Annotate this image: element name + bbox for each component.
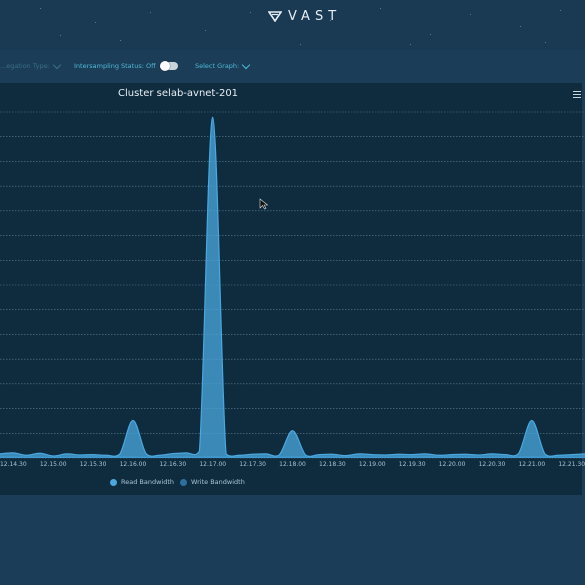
x-tick-label: 12.19.00 <box>359 461 386 468</box>
select-graph-label: Select Graph: <box>195 62 240 70</box>
chart-panel <box>0 83 582 495</box>
star-dot <box>430 34 431 35</box>
vast-v-icon <box>268 10 282 22</box>
aggregation-type-label: ...egation Type: <box>0 62 50 70</box>
legend-label-read: Read Bandwidth <box>121 478 175 486</box>
star-dot <box>380 8 381 9</box>
star-dot <box>470 14 471 15</box>
legend-label-write: Write Bandwidth <box>191 478 245 486</box>
star-dot <box>410 44 411 45</box>
mouse-cursor-icon <box>259 198 269 210</box>
x-tick-label: 12.21.30 <box>558 461 585 468</box>
x-tick-label: 12.21.00 <box>518 461 545 468</box>
star-dot <box>120 40 121 41</box>
intersampling-label: Intersampling Status: Off <box>74 62 156 70</box>
star-dot <box>560 10 561 11</box>
chart-controls: ...egation Type: Intersampling Status: O… <box>0 58 585 76</box>
legend-item-write[interactable]: Write Bandwidth <box>180 478 245 486</box>
x-tick-label: 12.18.30 <box>319 461 346 468</box>
intersampling-status: Intersampling Status: Off <box>74 61 178 71</box>
series-area-read-bandwidth[interactable] <box>0 117 585 458</box>
write-bandwidth-swatch <box>180 478 187 486</box>
toggle-knob <box>159 61 170 71</box>
x-tick-label: 12.14.30 <box>0 461 27 468</box>
x-tick-label: 12.20.30 <box>479 461 506 468</box>
x-tick-label: 12.17.30 <box>239 461 266 468</box>
x-tick-label: 12.18.00 <box>279 461 306 468</box>
legend-item-read[interactable]: Read Bandwidth <box>110 478 174 486</box>
read-bandwidth-swatch <box>110 478 117 486</box>
x-tick-label: 12.20.00 <box>439 461 466 468</box>
star-dot <box>545 42 546 43</box>
chart-title: Cluster selab-avnet-201 <box>118 88 239 99</box>
star-dot <box>250 12 251 13</box>
aggregation-type-select[interactable]: ...egation Type: <box>0 60 62 70</box>
star-dot <box>60 35 61 36</box>
x-tick-label: 12.17.00 <box>199 461 226 468</box>
chart-menu-icon[interactable] <box>573 91 581 100</box>
star-dot <box>520 26 521 27</box>
logo-text: VAST <box>288 8 342 24</box>
vast-logo[interactable]: VAST <box>268 8 341 24</box>
x-tick-label: 12.15.30 <box>80 461 107 468</box>
series-line-read-bandwidth[interactable] <box>0 116 585 457</box>
star-dot <box>95 22 96 23</box>
intersampling-toggle[interactable] <box>159 61 178 71</box>
x-tick-label: 12.15.00 <box>40 461 67 468</box>
star-dot <box>205 30 206 31</box>
star-dot <box>150 12 151 13</box>
x-tick-label: 12.16.30 <box>159 461 186 468</box>
x-tick-label: 12.16.00 <box>120 461 147 468</box>
star-dot <box>40 8 41 9</box>
select-graph-dropdown[interactable]: Select Graph: <box>195 60 251 70</box>
star-dot <box>300 44 301 45</box>
star-dot <box>330 20 331 21</box>
top-bar <box>0 0 585 50</box>
x-tick-label: 12.19.30 <box>399 461 426 468</box>
